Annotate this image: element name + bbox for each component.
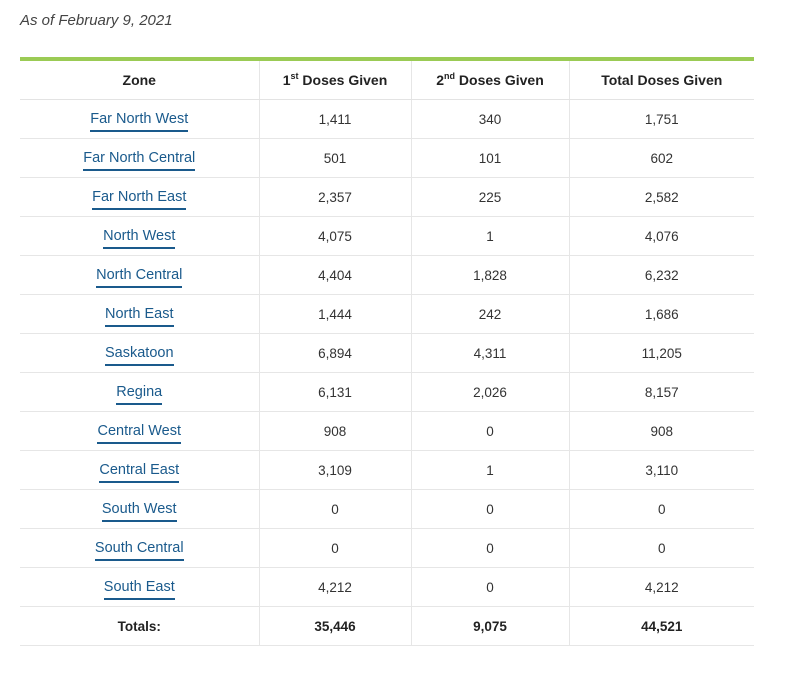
- second-doses-cell: 1: [410, 450, 569, 490]
- header-second-prefix: 2: [436, 72, 445, 88]
- header-second-sup: nd: [444, 71, 456, 81]
- second-doses-cell: 225: [410, 177, 569, 217]
- second-doses-cell: 0: [410, 567, 569, 607]
- second-doses-cell: 0: [410, 489, 569, 529]
- first-doses-cell: 2,357: [258, 177, 411, 217]
- total-doses-cell: 4,076: [568, 216, 754, 256]
- zone-link[interactable]: South Central: [94, 540, 184, 561]
- zone-cell: South East: [20, 567, 259, 607]
- zone-link[interactable]: Far North Central: [83, 150, 196, 171]
- total-doses-cell: 1,751: [568, 99, 754, 139]
- zone-cell: Regina: [20, 372, 259, 412]
- totals-row: Totals: 35,446 9,075 44,521: [20, 606, 754, 646]
- header-second-doses: 2nd Doses Given: [410, 59, 569, 100]
- first-doses-cell: 0: [258, 489, 411, 529]
- second-doses-cell: 2,026: [410, 372, 569, 412]
- second-doses-cell: 0: [410, 528, 569, 568]
- total-doses-cell: 11,205: [568, 333, 754, 373]
- table-row: Central East 3,109 1 3,110: [20, 450, 754, 490]
- table-row: Far North Central 501 101 602: [20, 138, 754, 178]
- as-of-date: As of February 9, 2021: [20, 12, 173, 29]
- total-doses-cell: 3,110: [568, 450, 754, 490]
- first-doses-cell: 908: [258, 411, 411, 451]
- zone-cell: South Central: [20, 528, 259, 568]
- total-doses-cell: 4,212: [568, 567, 754, 607]
- first-doses-cell: 4,075: [258, 216, 411, 256]
- zone-link[interactable]: Central East: [99, 462, 180, 483]
- zone-cell: Far North Central: [20, 138, 259, 178]
- zone-link[interactable]: Far North West: [90, 111, 189, 132]
- total-doses-cell: 0: [568, 528, 754, 568]
- table-row: South East 4,212 0 4,212: [20, 567, 754, 607]
- table-row: Saskatoon 6,894 4,311 11,205: [20, 333, 754, 373]
- zone-cell: North Central: [20, 255, 259, 295]
- table-row: Central West 908 0 908: [20, 411, 754, 451]
- totals-second-doses: 9,075: [410, 606, 569, 646]
- second-doses-cell: 4,311: [410, 333, 569, 373]
- header-total-doses: Total Doses Given: [568, 59, 754, 100]
- zone-link[interactable]: Central West: [97, 423, 182, 444]
- table-header-row: Zone 1st Doses Given 2nd Doses Given Tot…: [20, 59, 754, 100]
- table-row: North East 1,444 242 1,686: [20, 294, 754, 334]
- table-row: North West 4,075 1 4,076: [20, 216, 754, 256]
- second-doses-cell: 242: [410, 294, 569, 334]
- header-second-suffix: Doses Given: [455, 72, 544, 88]
- zone-cell: Far North East: [20, 177, 259, 217]
- totals-first-doses: 35,446: [258, 606, 411, 646]
- header-first-prefix: 1: [282, 72, 291, 88]
- total-doses-cell: 602: [568, 138, 754, 178]
- zone-link[interactable]: South West: [101, 501, 177, 522]
- table-row: Regina 6,131 2,026 8,157: [20, 372, 754, 412]
- total-doses-cell: 2,582: [568, 177, 754, 217]
- header-zone: Zone: [20, 59, 259, 100]
- zone-link[interactable]: Far North East: [92, 189, 187, 210]
- zone-cell: Central West: [20, 411, 259, 451]
- second-doses-cell: 1,828: [410, 255, 569, 295]
- total-doses-cell: 0: [568, 489, 754, 529]
- header-first-doses: 1st Doses Given: [258, 59, 411, 100]
- total-doses-cell: 6,232: [568, 255, 754, 295]
- zone-link[interactable]: North East: [105, 306, 174, 327]
- zone-cell: North West: [20, 216, 259, 256]
- header-first-sup: st: [290, 71, 299, 81]
- zone-cell: Central East: [20, 450, 259, 490]
- first-doses-cell: 6,894: [258, 333, 411, 373]
- first-doses-cell: 501: [258, 138, 411, 178]
- second-doses-cell: 340: [410, 99, 569, 139]
- header-first-suffix: Doses Given: [298, 72, 388, 88]
- zone-link[interactable]: Regina: [116, 384, 163, 405]
- zone-link[interactable]: North Central: [96, 267, 183, 288]
- table-row: Far North East 2,357 225 2,582: [20, 177, 754, 217]
- first-doses-cell: 1,411: [258, 99, 411, 139]
- table-row: South West 0 0 0: [20, 489, 754, 529]
- doses-table: Zone 1st Doses Given 2nd Doses Given Tot…: [20, 57, 754, 646]
- total-doses-cell: 1,686: [568, 294, 754, 334]
- zone-cell: North East: [20, 294, 259, 334]
- first-doses-cell: 6,131: [258, 372, 411, 412]
- zone-link[interactable]: North West: [103, 228, 176, 249]
- second-doses-cell: 101: [410, 138, 569, 178]
- zone-cell: Far North West: [20, 99, 259, 139]
- zone-link[interactable]: South East: [103, 579, 175, 600]
- total-doses-cell: 908: [568, 411, 754, 451]
- first-doses-cell: 4,212: [258, 567, 411, 607]
- totals-label: Totals:: [20, 606, 259, 646]
- second-doses-cell: 0: [410, 411, 569, 451]
- table-row: Far North West 1,411 340 1,751: [20, 99, 754, 139]
- zone-cell: South West: [20, 489, 259, 529]
- total-doses-cell: 8,157: [568, 372, 754, 412]
- second-doses-cell: 1: [410, 216, 569, 256]
- table-row: South Central 0 0 0: [20, 528, 754, 568]
- first-doses-cell: 0: [258, 528, 411, 568]
- totals-total-doses: 44,521: [568, 606, 754, 646]
- first-doses-cell: 3,109: [258, 450, 411, 490]
- zone-cell: Saskatoon: [20, 333, 259, 373]
- first-doses-cell: 1,444: [258, 294, 411, 334]
- zone-link[interactable]: Saskatoon: [104, 345, 174, 366]
- table-row: North Central 4,404 1,828 6,232: [20, 255, 754, 295]
- first-doses-cell: 4,404: [258, 255, 411, 295]
